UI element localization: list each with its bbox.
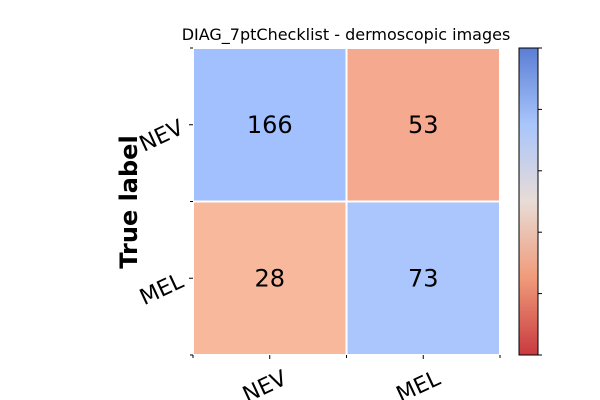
- heatmap-cells: [192, 47, 501, 356]
- cell-value-labels: 166 53 28 73: [247, 111, 439, 293]
- cell-value-label: 28: [254, 264, 285, 292]
- y-tick-label: NEV: [136, 116, 188, 158]
- x-tick-label: MEL: [393, 366, 445, 400]
- y-axis-label: True label: [115, 135, 143, 268]
- cell-value-label: 73: [408, 264, 439, 292]
- cell-value-label: 166: [247, 111, 293, 139]
- x-tick-label: NEV: [239, 366, 291, 400]
- cell-value-label: 53: [408, 111, 439, 139]
- x-tick-labels: NEV MEL: [239, 366, 445, 400]
- heatmap-cell: [345, 200, 501, 356]
- heatmap-cell: [345, 47, 501, 203]
- heatmap-cell: [192, 47, 348, 203]
- colorbar-ticks: [538, 47, 542, 356]
- y-tick-label: MEL: [136, 269, 188, 311]
- colorbar: [518, 47, 542, 356]
- chart-title: DIAG_7ptChecklist - dermoscopic images: [182, 25, 511, 45]
- heatmap-cell: [192, 200, 348, 356]
- y-tick-labels: NEV MEL: [136, 116, 188, 311]
- axis-ticks: [189, 47, 501, 359]
- colorbar-gradient: [518, 47, 539, 356]
